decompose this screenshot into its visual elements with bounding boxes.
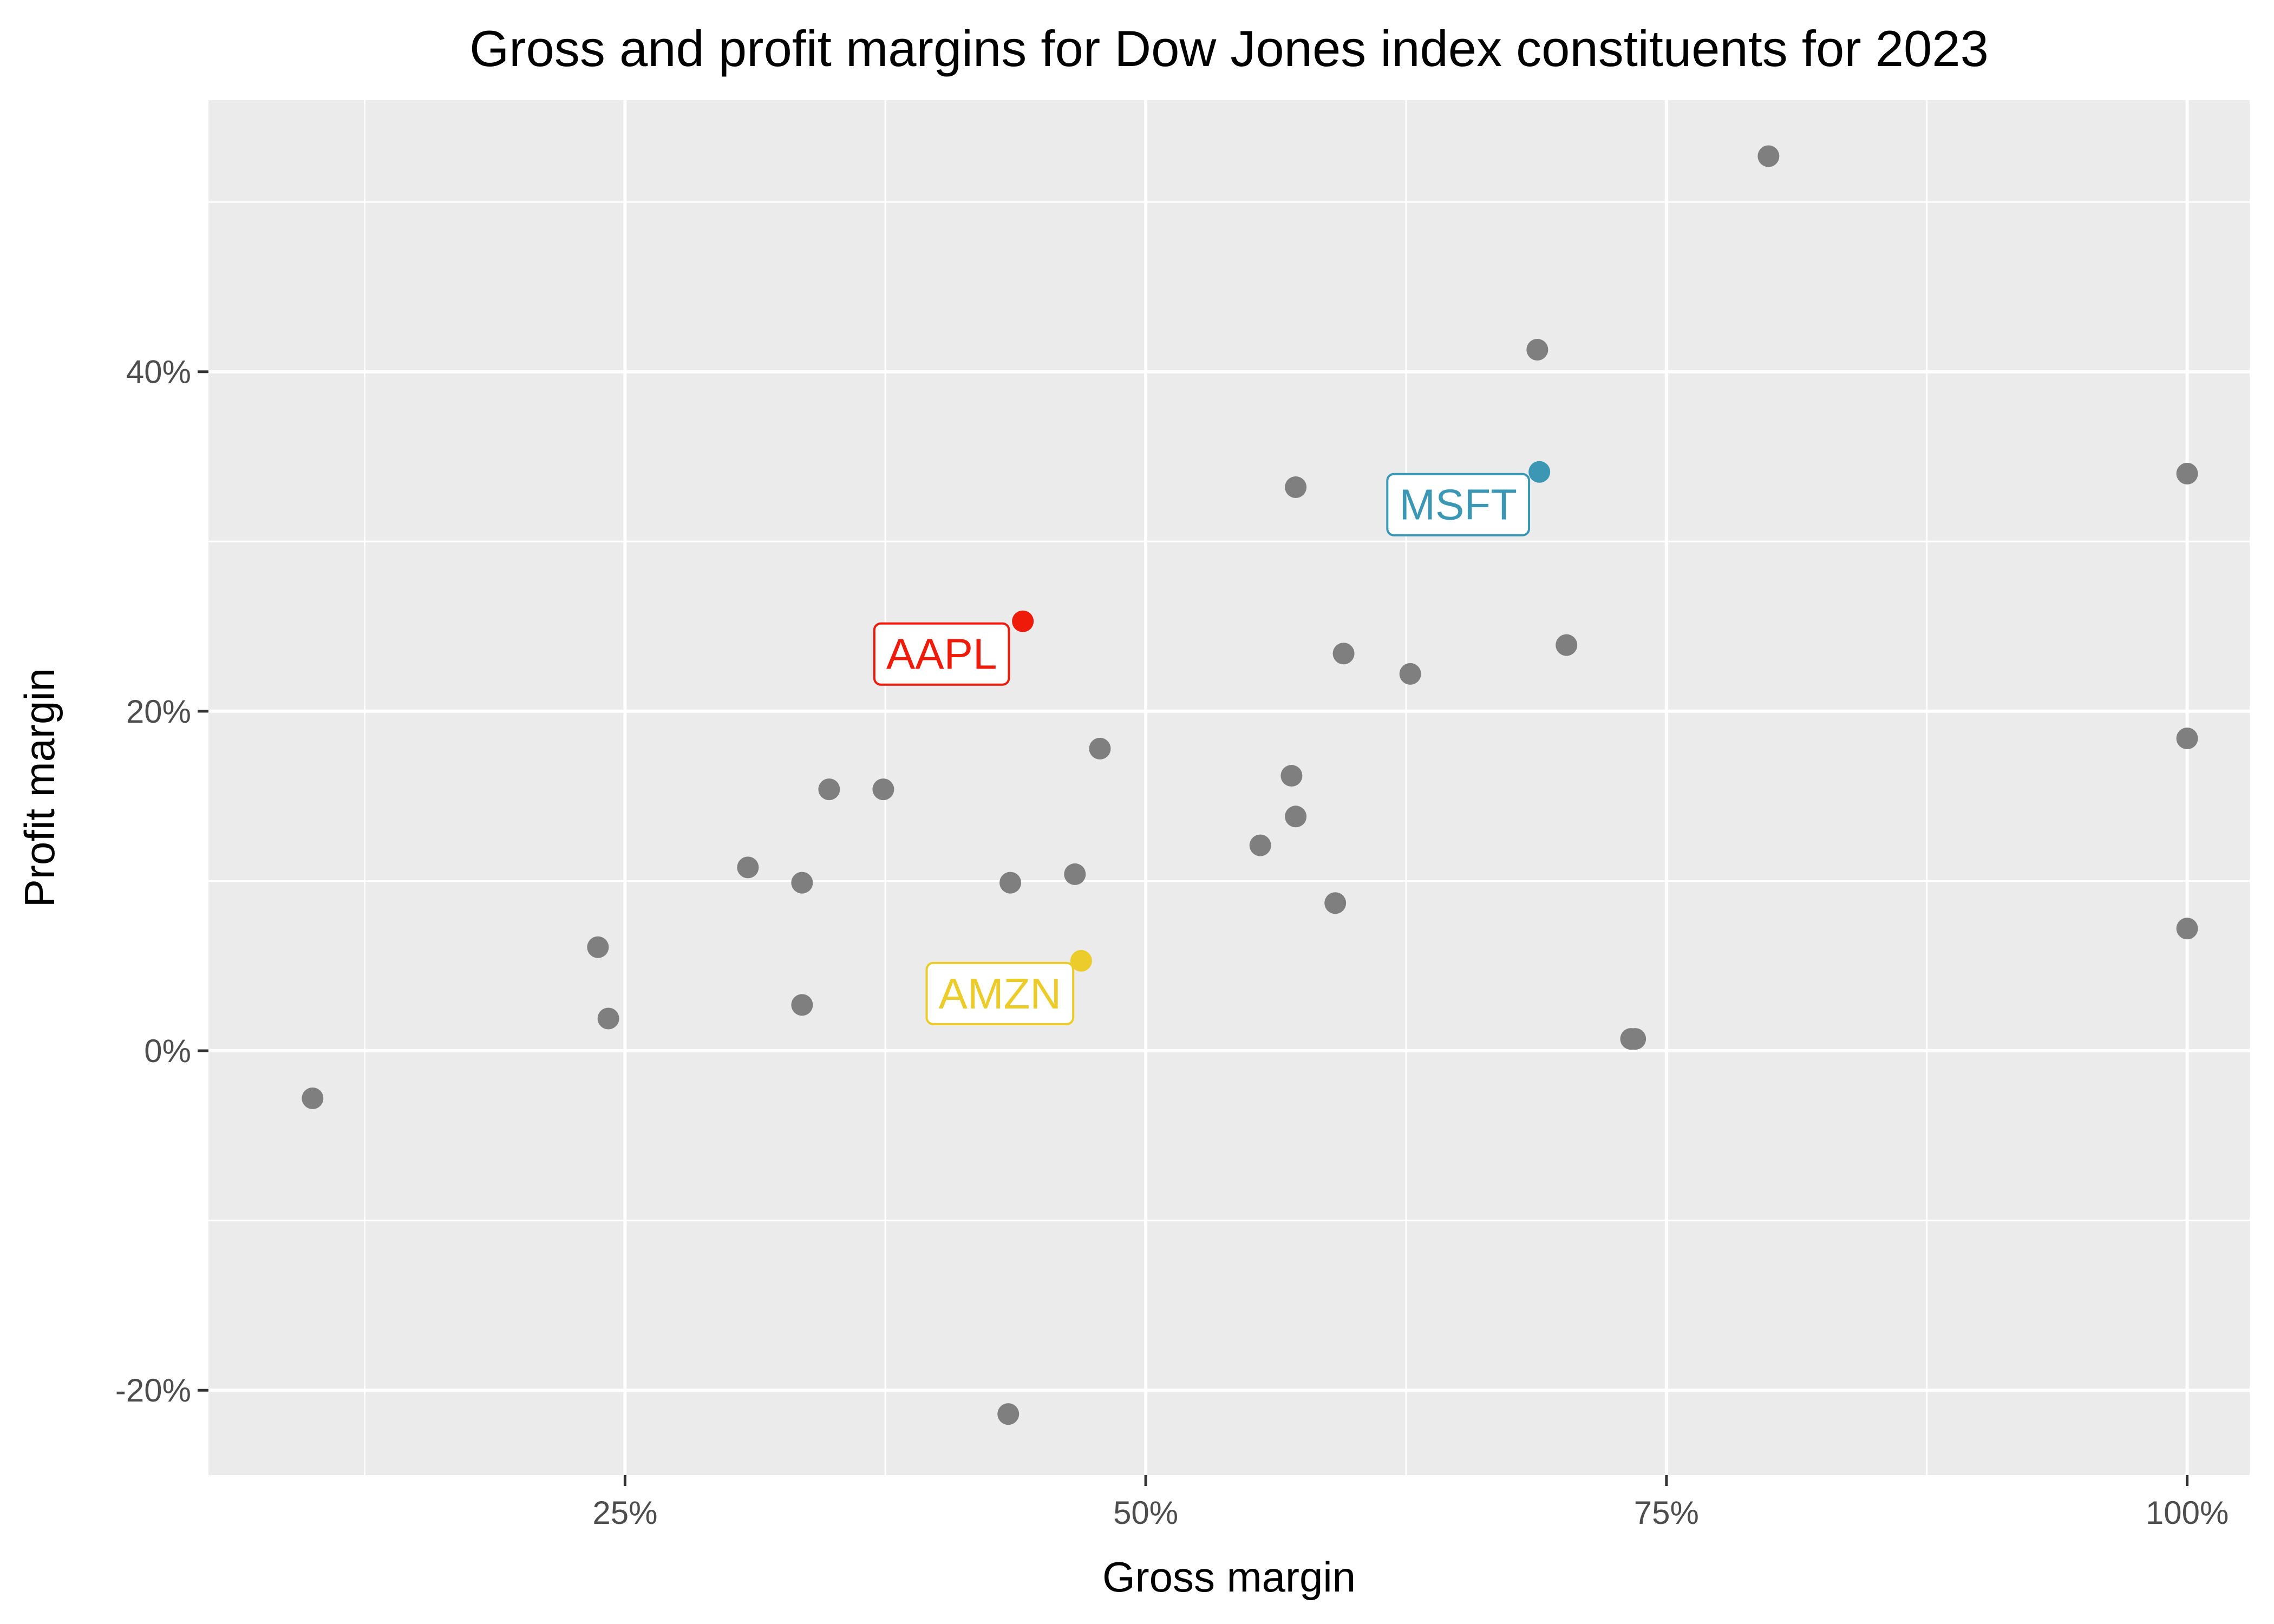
x-tick-label: 50% <box>1113 1495 1178 1531</box>
data-point <box>1089 737 1111 759</box>
data-point <box>1064 863 1086 885</box>
data-point <box>818 778 840 801</box>
x-tick-label: 75% <box>1634 1495 1699 1531</box>
callout-box-amzn <box>925 961 1075 1025</box>
data-point <box>1285 476 1307 498</box>
data-point <box>1757 145 1780 167</box>
callout-label-msft: MSFT <box>1399 481 1517 529</box>
x-axis-title: Gross margin <box>1102 1553 1356 1601</box>
y-axis-title: Profit margin <box>16 668 63 907</box>
point-callouts: AAPL MSFT AMZN <box>873 473 1531 1025</box>
x-axis: 25% 50% 75% 100% <box>592 1475 2229 1531</box>
data-point <box>1332 643 1355 665</box>
y-axis: -20% 0% 20% 40% <box>115 354 208 1409</box>
data-point <box>2176 918 2198 940</box>
y-tick-label: -20% <box>115 1372 191 1409</box>
minor-gridlines <box>208 100 2250 1475</box>
data-point <box>2176 462 2198 484</box>
callout-box-msft <box>1386 473 1531 536</box>
data-point <box>999 872 1022 894</box>
data-point-msft <box>1528 461 1551 483</box>
y-tick-label: 20% <box>126 693 191 730</box>
data-point <box>597 1007 619 1030</box>
data-point <box>1399 663 1421 685</box>
x-tick-label: 100% <box>2146 1495 2229 1531</box>
data-point <box>737 856 759 879</box>
data-point-aapl <box>1012 610 1034 632</box>
data-point <box>1526 338 1548 361</box>
data-point <box>1556 634 1578 656</box>
data-point <box>997 1403 1020 1425</box>
chart-title: Gross and profit margins for Dow Jones i… <box>469 20 1989 77</box>
plot-panel <box>208 100 2250 1475</box>
y-tick-label: 0% <box>144 1033 191 1069</box>
data-point <box>1324 892 1347 914</box>
data-point-amzn <box>1070 949 1092 972</box>
data-point <box>2176 728 2198 750</box>
callout-box-aapl <box>873 622 1010 686</box>
data-point <box>872 778 894 801</box>
data-points <box>302 145 2198 1425</box>
y-tick-label: 40% <box>126 354 191 390</box>
major-gridlines <box>208 100 2250 1475</box>
data-point <box>1249 834 1271 856</box>
x-tick-label: 25% <box>592 1495 657 1531</box>
data-point <box>1285 806 1307 828</box>
callout-label-aapl: AAPL <box>886 630 997 678</box>
data-point <box>1624 1028 1646 1050</box>
data-point <box>791 994 813 1016</box>
data-point <box>587 936 609 958</box>
data-point <box>302 1087 324 1109</box>
data-point <box>1280 765 1303 787</box>
data-point <box>791 872 813 894</box>
callout-label-amzn: AMZN <box>939 970 1062 1018</box>
